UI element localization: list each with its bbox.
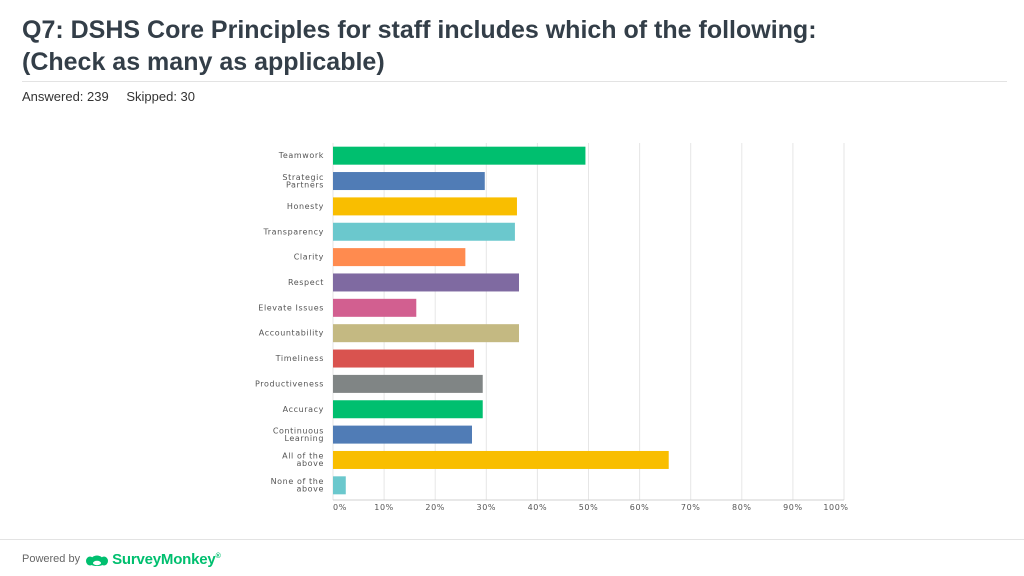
bar[interactable] [333, 425, 472, 444]
question-title-line-2: (Check as many as applicable) [22, 48, 385, 76]
bar[interactable] [333, 273, 520, 292]
skipped-count: Skipped: 30 [126, 89, 196, 104]
bar[interactable] [333, 349, 475, 368]
category-label: Strategic [282, 173, 324, 182]
category-label: Learning [284, 434, 324, 443]
powered-by-text: Powered by [22, 553, 81, 565]
surveymonkey-brand: SurveyMonkey® [112, 550, 221, 568]
x-tick-label: 60% [630, 503, 650, 512]
x-tick-label: 30% [477, 503, 497, 512]
category-label: Clarity [294, 253, 324, 262]
answered-count: Answered: 239 [22, 89, 109, 104]
x-tick-label: 0% [333, 503, 347, 512]
bar[interactable] [333, 197, 517, 216]
category-label: Partners [286, 180, 324, 189]
x-tick-label: 70% [681, 503, 701, 512]
category-label: Productiveness [255, 379, 324, 388]
brand-name: SurveyMonkey [112, 550, 216, 568]
brand-registered-mark: ® [215, 552, 221, 560]
bar[interactable] [333, 374, 483, 393]
bar[interactable] [333, 298, 417, 317]
x-tick-label: 40% [528, 503, 548, 512]
category-label: All of the [282, 452, 324, 461]
x-tick-label: 10% [374, 503, 394, 512]
category-label: above [296, 485, 324, 494]
bar[interactable] [333, 146, 586, 165]
x-tick-label: 100% [823, 503, 848, 512]
category-label: Timeliness [275, 354, 324, 363]
title-divider [22, 81, 1007, 82]
question-title: Q7: DSHS Core Principles for staff inclu… [22, 14, 982, 78]
category-label: Accountability [259, 329, 324, 338]
footer: Powered by SurveyMonkey® [22, 546, 221, 572]
bar[interactable] [333, 400, 483, 419]
category-label: Accuracy [283, 405, 324, 414]
category-label: Transparency [262, 227, 324, 236]
surveymonkey-logo-icon [86, 555, 109, 566]
bar[interactable] [333, 248, 466, 267]
x-tick-label: 80% [732, 503, 752, 512]
bar[interactable] [333, 450, 669, 469]
bar[interactable] [333, 324, 520, 343]
category-label: Teamwork [278, 151, 324, 160]
bar[interactable] [333, 222, 515, 241]
category-label: Continuous [273, 426, 324, 435]
question-title-line-1: Q7: DSHS Core Principles for staff inclu… [22, 16, 817, 44]
category-label: Respect [288, 278, 324, 287]
category-label: None of the [271, 477, 324, 486]
bar[interactable] [333, 476, 346, 495]
bar[interactable] [333, 172, 485, 191]
category-label: Honesty [287, 202, 324, 211]
footer-divider [0, 539, 1024, 540]
x-tick-label: 20% [425, 503, 445, 512]
x-tick-label: 90% [783, 503, 803, 512]
x-tick-label: 50% [579, 503, 599, 512]
response-stats: Answered: 239 Skipped: 30 [22, 89, 209, 104]
category-label: Elevate Issues [258, 303, 324, 312]
category-label: above [296, 459, 324, 468]
